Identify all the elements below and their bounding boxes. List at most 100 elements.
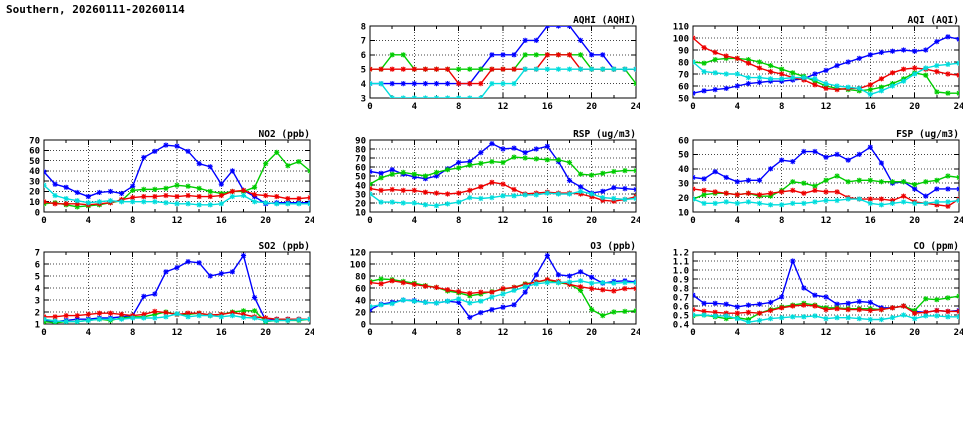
data-point-marker (812, 313, 818, 319)
data-point-marker (240, 314, 247, 320)
data-point-marker (622, 186, 628, 192)
x-tick-label: 20 (909, 216, 920, 226)
x-tick-label: 0 (367, 328, 372, 338)
data-point-marker (400, 280, 406, 286)
data-point-marker (533, 272, 539, 278)
x-tick-label: 24 (305, 216, 314, 226)
x-tick-label: 16 (542, 216, 553, 226)
data-point-marker (889, 179, 896, 185)
data-point-marker (856, 196, 862, 202)
data-point-marker (622, 196, 628, 202)
data-point-marker (889, 83, 896, 89)
data-point-marker (522, 155, 528, 161)
data-point-marker (756, 310, 763, 316)
y-tick-label: 90 (678, 46, 689, 56)
x-tick-label: 0 (41, 328, 46, 338)
data-point-marker (723, 85, 729, 91)
data-point-marker (207, 202, 213, 208)
chart-panel-aqhi: 3 4 5 6 7 8 0 4 8 12 16 20 24 AQHI (AQHI) (340, 14, 640, 114)
data-point-marker (790, 179, 796, 185)
data-point-marker (433, 81, 440, 87)
data-point-marker (756, 177, 763, 183)
data-point-marker (600, 280, 606, 286)
data-point-marker (422, 299, 429, 305)
data-point-marker (812, 199, 818, 205)
data-point-marker (745, 316, 752, 323)
data-point-marker (422, 81, 429, 87)
data-point-marker (701, 192, 707, 198)
data-point-marker (767, 190, 774, 196)
data-point-marker (945, 314, 951, 320)
data-point-marker (577, 171, 584, 177)
data-point-marker (85, 317, 91, 323)
data-point-marker (923, 309, 929, 315)
data-point-marker (130, 183, 136, 189)
data-point-marker (456, 66, 462, 72)
data-point-marker (555, 157, 562, 163)
data-point-marker (945, 203, 951, 209)
data-point-marker (389, 167, 395, 173)
data-point-marker (745, 199, 752, 205)
data-point-marker (44, 182, 47, 188)
data-point-marker (500, 146, 506, 152)
data-point-marker (878, 196, 885, 202)
data-point-marker (378, 175, 384, 181)
data-point-marker (307, 316, 310, 322)
data-point-marker (500, 66, 506, 72)
data-point-marker (174, 182, 180, 188)
data-point-marker (263, 200, 269, 206)
data-point-marker (801, 285, 807, 291)
data-point-marker (756, 75, 763, 81)
data-point-marker (723, 71, 729, 77)
data-point-marker (767, 69, 774, 75)
data-point-marker (185, 192, 191, 199)
data-point-marker (577, 188, 584, 194)
page-title: Southern, 20260111-20260114 (6, 3, 185, 16)
data-point-marker (923, 72, 929, 78)
data-point-marker (263, 161, 269, 167)
data-point-marker (856, 298, 862, 305)
data-point-marker (44, 316, 47, 322)
data-point-marker (533, 66, 539, 72)
x-tick-label: 8 (779, 328, 784, 338)
data-point-marker (712, 300, 718, 306)
data-point-marker (956, 36, 959, 42)
data-point-marker (285, 196, 291, 202)
data-point-marker (389, 278, 395, 284)
data-point-marker (500, 181, 506, 187)
data-point-marker (378, 302, 384, 308)
data-point-marker (790, 258, 796, 264)
x-tick-label: 20 (260, 328, 271, 338)
y-tick-label: 3 (35, 296, 40, 306)
data-point-marker (900, 312, 907, 318)
data-point-marker (845, 179, 851, 185)
data-point-marker (141, 315, 147, 321)
data-point-marker (856, 85, 862, 91)
data-point-marker (693, 174, 696, 181)
x-tick-label: 12 (498, 102, 509, 112)
data-point-marker (389, 171, 395, 177)
data-point-marker (577, 284, 584, 290)
y-tick-label: 10 (29, 198, 40, 208)
x-tick-label: 16 (865, 328, 876, 338)
data-point-marker (522, 289, 528, 295)
x-tick-label: 8 (456, 216, 461, 226)
data-point-marker (196, 260, 202, 266)
data-point-marker (834, 63, 840, 69)
data-point-marker (544, 52, 550, 58)
data-point-marker (444, 95, 451, 98)
data-point-marker (923, 200, 929, 206)
chart-panel-o3: 0 20 40 60 80 100 120 0 4 8 12 16 20 24 O3 (ppb) (340, 240, 640, 340)
data-point-marker (478, 310, 484, 316)
data-point-marker (52, 318, 58, 324)
data-point-marker (174, 265, 180, 271)
y-tick-label: 60 (678, 136, 689, 146)
data-point-marker (779, 71, 785, 77)
data-point-marker (207, 193, 213, 200)
data-point-marker (489, 66, 495, 72)
data-point-marker (867, 91, 873, 97)
y-tick-label: 30 (29, 177, 40, 187)
data-point-marker (600, 195, 606, 201)
data-point-marker (370, 280, 373, 286)
data-point-marker (577, 52, 584, 58)
